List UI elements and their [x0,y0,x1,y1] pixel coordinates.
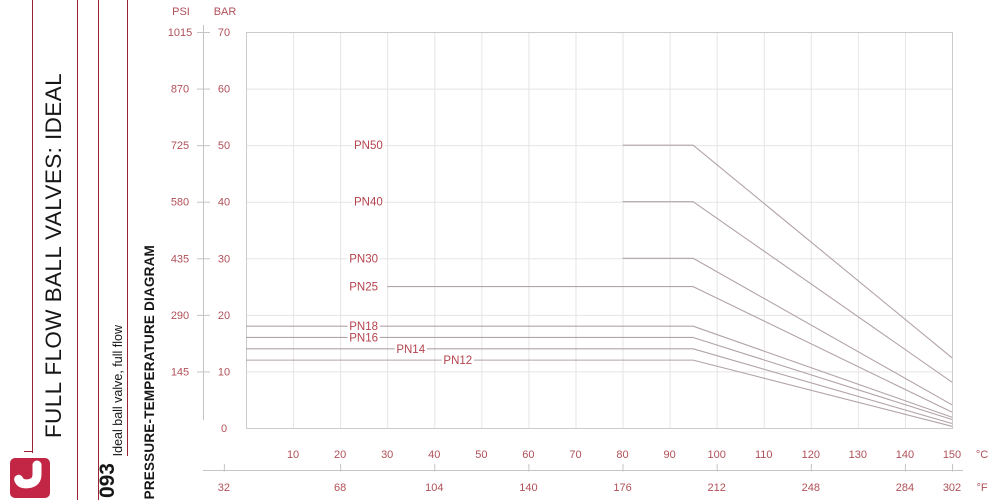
series-label-bg [347,280,380,294]
series-line-pn40 [622,201,953,383]
celsius-tick-label: 40 [428,449,440,461]
fahrenheit-tick-label: 284 [896,482,914,494]
pn-series-lines [246,144,953,427]
series-label-pn18: PN18 [349,321,378,333]
celsius-tick-label: 20 [334,449,346,461]
series-label-pn12: PN12 [443,355,472,367]
bar-axis [197,25,210,420]
series-label-pn25: PN25 [349,282,378,294]
plot-border [246,32,953,429]
fahrenheit-tick-label: 140 [519,482,537,494]
fahrenheit-unit-label: °F [976,482,987,494]
psi-tick-label: 290 [171,310,189,322]
celsius-tick-label: 90 [663,449,675,461]
bar-tick-label: 40 [218,197,230,209]
celsius-tick-label: 10 [287,449,299,461]
y-axis-labels: 1015 70 870 60 725 50 580 40 435 30 290 20 145 10 0 PSI… [168,6,237,435]
psi-tick-label: 145 [171,366,189,378]
psi-tick-label: 1015 [168,27,192,39]
psi-tick-label: 870 [171,84,189,96]
bar-tick-label: 10 [218,366,230,378]
celsius-unit-label: °C [976,449,988,461]
bar-tick-label: 0 [221,423,227,435]
celsius-tick-label: 60 [522,449,534,461]
series-label-bg [352,195,385,209]
celsius-tick-label: 120 [802,449,820,461]
series-line-pn12 [246,359,953,427]
bar-tick-label: 20 [218,310,230,322]
series-line-pn30 [622,257,953,406]
psi-tick-label: 580 [171,197,189,209]
series-line-pn18 [246,325,953,418]
fahrenheit-tick-label: 248 [802,482,820,494]
celsius-tick-label: 80 [616,449,628,461]
sidebar-rule-2 [77,0,78,500]
fahrenheit-tick-label: 104 [425,482,443,494]
sidebar-rule-3 [98,0,99,500]
bar-axis-header: BAR [214,6,237,18]
celsius-axis: 10 20 30 40 50 60 70 80 90 100 110 120 130 140 150 °C [287,449,988,461]
series-label-bg [441,353,474,367]
series-label-pn14: PN14 [396,344,425,356]
fahrenheit-tick-label: 212 [707,482,725,494]
celsius-tick-label: 30 [381,449,393,461]
series-line-pn25 [387,286,953,413]
fahrenheit-tick-label: 32 [218,482,230,494]
celsius-tick-label: 50 [475,449,487,461]
series-label-pn40: PN40 [354,197,383,209]
valve-logo-icon [14,460,42,489]
series-line-pn16 [246,336,953,421]
bar-tick-label: 50 [218,140,230,152]
bar-tick-label: 60 [218,84,230,96]
fahrenheit-tick-label: 176 [613,482,631,494]
fahrenheit-tick-label: 68 [334,482,346,494]
celsius-tick-label: 70 [569,449,581,461]
fahrenheit-axis: 32 68 104 140 176 212 248 284 302 °F [203,464,988,494]
bar-tick-label: 70 [218,27,230,39]
series-label-bg [347,251,380,265]
gridlines [246,32,953,429]
series-label-bg [394,342,427,356]
celsius-tick-label: 130 [849,449,867,461]
series-label-pn16: PN16 [349,332,378,344]
series-label-bg [352,138,385,152]
brand-logo [10,458,50,498]
series-label-pn50: PN50 [354,140,383,152]
bar-tick-label: 30 [218,253,230,265]
celsius-tick-label: 110 [755,449,773,461]
series-line-pn50 [622,144,953,359]
series-label-bg [347,330,380,344]
sidebar-rule-1 [32,0,33,453]
psi-tick-label: 435 [171,253,189,265]
sidebar-rule-4 [127,0,128,456]
psi-axis-header: PSI [172,6,190,18]
celsius-tick-label: 150 [943,449,961,461]
celsius-tick-label: 140 [896,449,914,461]
fahrenheit-tick-label: 302 [943,482,961,494]
series-label-pn30: PN30 [349,253,378,265]
series-label-bg [347,319,380,333]
psi-tick-label: 725 [171,140,189,152]
celsius-tick-label: 100 [707,449,725,461]
sidebar-rule-foot [24,451,33,452]
